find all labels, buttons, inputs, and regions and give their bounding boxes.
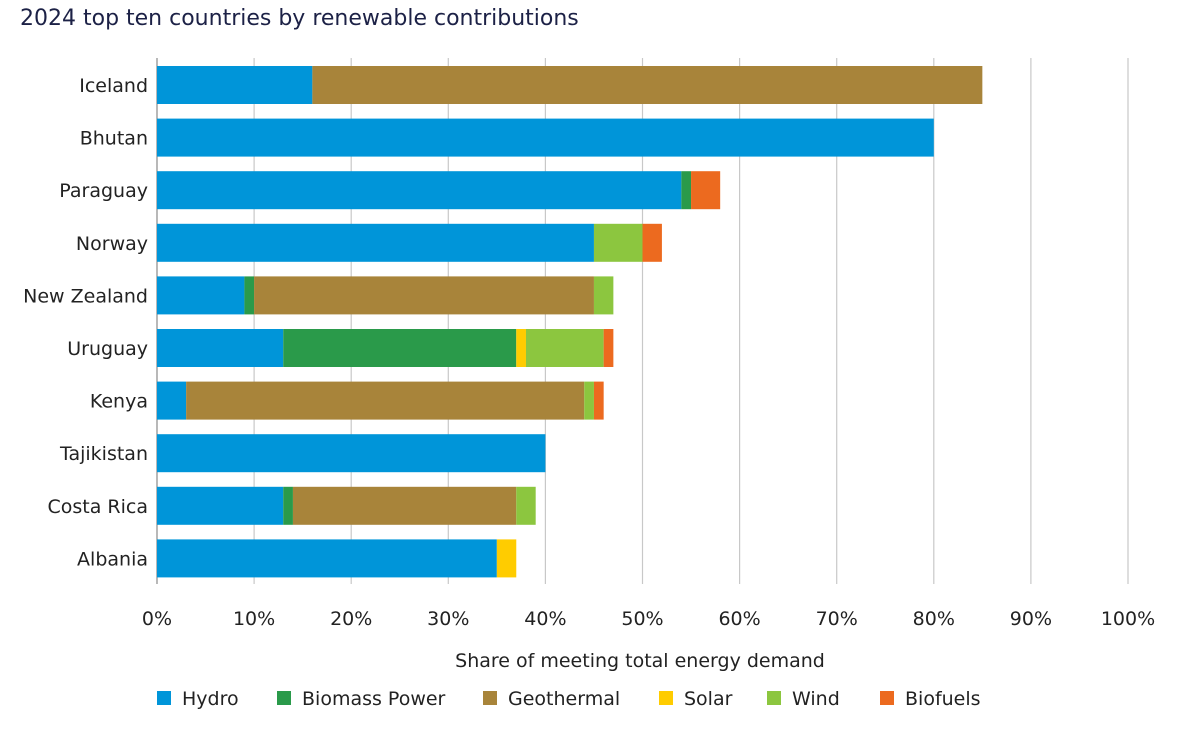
legend-swatch <box>659 691 673 705</box>
bar-segment <box>516 486 536 525</box>
x-tick-label: 80% <box>913 608 955 630</box>
bar-segment <box>157 66 313 104</box>
category-label: New Zealand <box>23 285 148 307</box>
bar-segment <box>691 171 721 210</box>
bar-segment <box>244 276 255 315</box>
bar-segment <box>496 539 517 578</box>
bar-segment <box>642 223 662 262</box>
x-tick-label: 0% <box>142 608 172 630</box>
bar-segment <box>157 434 546 473</box>
x-tick-label: 100% <box>1101 608 1155 630</box>
x-tick-label: 40% <box>524 608 566 630</box>
category-label: Kenya <box>90 391 148 413</box>
x-tick-label: 50% <box>621 608 663 630</box>
legend-label: Wind <box>792 688 840 710</box>
bar-segment <box>593 223 643 262</box>
category-label: Bhutan <box>80 128 148 150</box>
legend: Hydro Biomass Power Geothermal Solar Wind Bio… <box>157 688 981 710</box>
legend-label: Hydro <box>182 688 239 710</box>
x-tick-label: 90% <box>1010 608 1052 630</box>
bar-segment <box>516 329 526 367</box>
category-label: Paraguay <box>59 180 148 202</box>
bar-segment <box>593 381 604 420</box>
category-label: Norway <box>76 233 148 255</box>
bar-segment <box>593 276 614 315</box>
bar-segment <box>157 118 934 157</box>
legend-swatch <box>483 691 497 705</box>
category-label: Uruguay <box>67 338 148 360</box>
bar-segment <box>186 381 585 420</box>
bar-segment <box>603 329 614 367</box>
legend-swatch <box>157 691 171 705</box>
chart-title: 2024 top ten countries by renewable cont… <box>20 6 579 31</box>
bar-segment <box>157 539 497 578</box>
bar-segment <box>157 486 284 525</box>
bar-segment <box>681 171 692 210</box>
bar-segment <box>283 329 517 367</box>
bar-segment <box>292 486 517 525</box>
bar-segment <box>157 381 187 420</box>
legend-swatch <box>767 691 781 705</box>
category-labels: Iceland Bhutan Paraguay Norway New Zealand Ur… <box>23 75 148 570</box>
category-label: Albania <box>77 548 148 570</box>
x-tick-label: 30% <box>427 608 469 630</box>
category-label: Costa Rica <box>48 496 149 518</box>
legend-label: Biomass Power <box>302 688 446 710</box>
x-tick-label: 10% <box>233 608 275 630</box>
bar-segment <box>283 486 293 525</box>
legend-swatch <box>880 691 894 705</box>
x-tick-label: 70% <box>816 608 858 630</box>
category-label: Tajikistan <box>59 443 148 465</box>
bar-segment <box>157 223 594 262</box>
legend-label: Geothermal <box>508 688 620 710</box>
legend-swatch <box>277 691 291 705</box>
bar-segment <box>254 276 594 315</box>
x-tick-labels: 0% 10% 20% 30% 40% 50% 60% 70% 80% 90% 100% <box>142 608 1155 630</box>
bar-segment <box>157 171 682 210</box>
bars <box>157 66 983 578</box>
x-axis-title: Share of meeting total energy demand <box>455 650 825 672</box>
legend-label: Solar <box>684 688 733 710</box>
x-tick-label: 60% <box>718 608 760 630</box>
x-tick-label: 20% <box>330 608 372 630</box>
bar-segment <box>312 66 983 104</box>
bar-segment <box>584 381 594 420</box>
category-label: Iceland <box>79 75 148 97</box>
bar-segment <box>525 329 604 367</box>
legend-label: Biofuels <box>905 688 981 710</box>
bar-segment <box>157 276 245 315</box>
bar-segment <box>157 329 284 367</box>
